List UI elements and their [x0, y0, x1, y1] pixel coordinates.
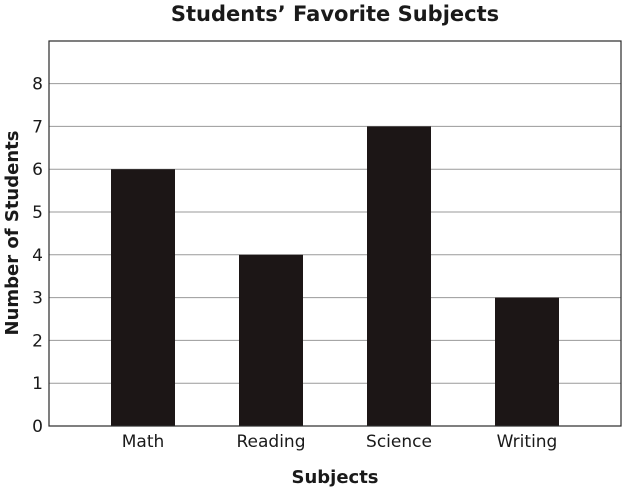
y-tick-label: 5	[32, 203, 43, 223]
bar-math	[111, 169, 175, 426]
y-tick-label: 6	[32, 160, 43, 180]
y-tick-label: 4	[32, 246, 43, 266]
plot-frame	[48, 40, 622, 427]
x-tick-labels: Math Reading Science Writing	[122, 432, 558, 452]
bar-writing	[495, 297, 559, 426]
y-tick-label: 0	[32, 417, 43, 437]
x-tick-label: Math	[122, 432, 165, 452]
x-tick-label: Writing	[497, 432, 558, 452]
y-tick-label: 8	[32, 75, 43, 95]
y-tick-label: 1	[32, 374, 43, 394]
bars	[111, 126, 559, 427]
y-tick-labels: 0 1 2 3 4 5 6 7 8	[32, 75, 43, 437]
y-tick-label: 7	[32, 117, 43, 137]
bar-science	[367, 126, 431, 427]
x-tick-label: Science	[366, 432, 432, 452]
chart-title: Students’ Favorite Subjects	[171, 2, 499, 26]
y-tick-label: 3	[32, 289, 43, 309]
x-axis-title: Subjects	[291, 467, 378, 488]
y-tick-label: 2	[32, 331, 43, 351]
x-tick-label: Reading	[236, 432, 305, 452]
y-axis-title: Number of Students	[2, 131, 23, 336]
bar-reading	[239, 254, 303, 426]
